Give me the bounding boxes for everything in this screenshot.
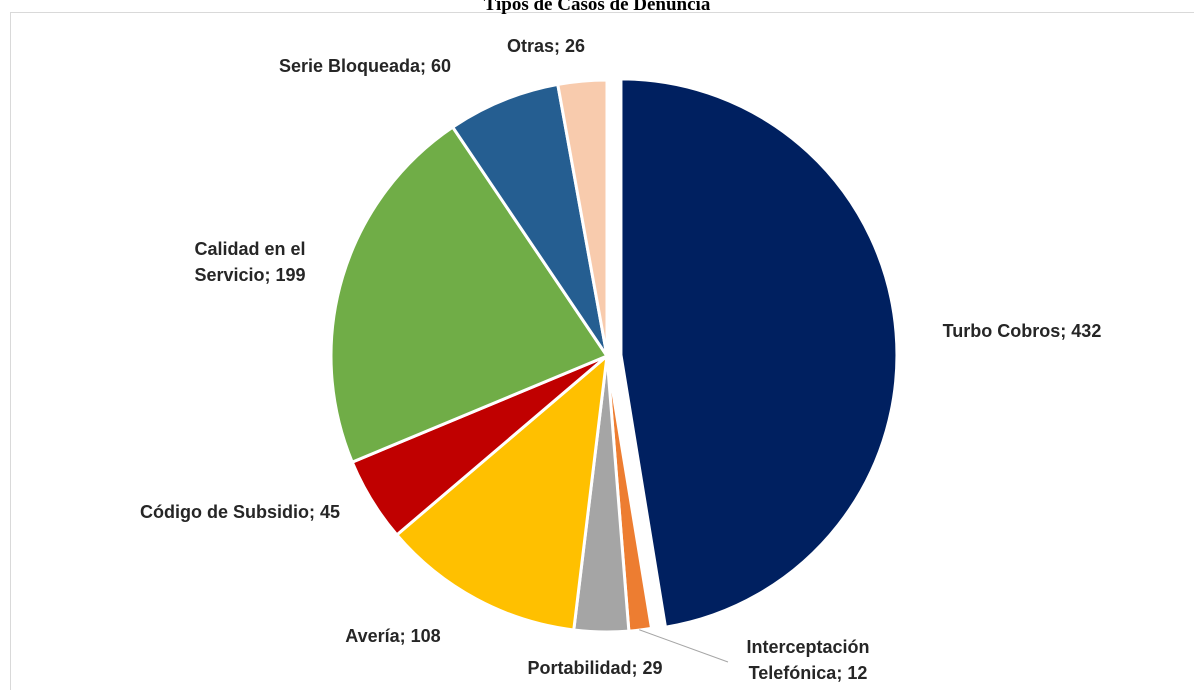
pie-slice — [394, 352, 609, 632]
label-separator: ; — [1060, 321, 1072, 341]
label-separator: ; — [420, 56, 431, 76]
data-label: Avería; 108 — [293, 623, 493, 649]
data-label: Interceptación Telefónica; 12 — [718, 634, 898, 686]
label-separator: ; — [264, 265, 276, 285]
data-label: Turbo Cobros; 432 — [892, 318, 1152, 344]
label-separator: ; — [836, 663, 848, 683]
pie-slice — [556, 78, 609, 357]
chart-frame — [10, 12, 1194, 690]
label-value: 60 — [431, 56, 452, 76]
data-label: Calidad en el Servicio; 199 — [170, 236, 330, 288]
label-category: Turbo Cobros — [942, 321, 1061, 341]
label-category: Serie Bloqueada — [278, 56, 420, 76]
leader-line — [639, 629, 729, 663]
label-separator: ; — [554, 36, 565, 56]
label-value: 26 — [565, 36, 586, 56]
data-label: Portabilidad; 29 — [475, 655, 715, 681]
label-category: Código de Subsidio — [139, 502, 309, 522]
data-label: Serie Bloqueada; 60 — [245, 53, 485, 79]
label-category: Portabilidad — [527, 658, 632, 678]
label-category: Otras — [506, 36, 554, 56]
label-category: Calidad en el Servicio — [194, 239, 306, 285]
label-value: 45 — [319, 502, 341, 522]
label-separator: ; — [399, 626, 411, 646]
label-value: 29 — [642, 658, 663, 678]
label-value: 12 — [847, 663, 868, 683]
data-label: Otras; 26 — [486, 33, 606, 59]
label-value: 199 — [275, 265, 306, 285]
pie-slice — [619, 77, 899, 629]
label-separator: ; — [631, 658, 643, 678]
label-value: 432 — [1071, 321, 1102, 341]
label-value: 108 — [410, 626, 441, 646]
label-separator: ; — [308, 502, 320, 522]
pie-slice — [329, 125, 610, 465]
chart-title: Tipos de Casos de Denuncia — [483, 0, 711, 15]
pie-slice — [450, 82, 609, 357]
label-category: Interceptación Telefónica — [746, 637, 870, 683]
label-category: Avería — [345, 626, 400, 646]
data-label: Código de Subsidio; 45 — [115, 499, 365, 525]
